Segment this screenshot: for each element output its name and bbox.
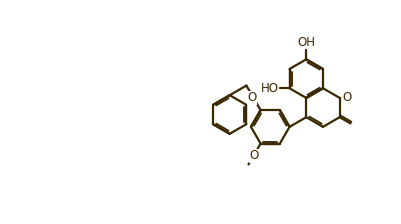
- Text: HO: HO: [261, 82, 279, 95]
- Text: O: O: [249, 149, 259, 162]
- Text: O: O: [342, 91, 352, 104]
- Text: OH: OH: [297, 36, 315, 49]
- Text: O: O: [247, 91, 257, 104]
